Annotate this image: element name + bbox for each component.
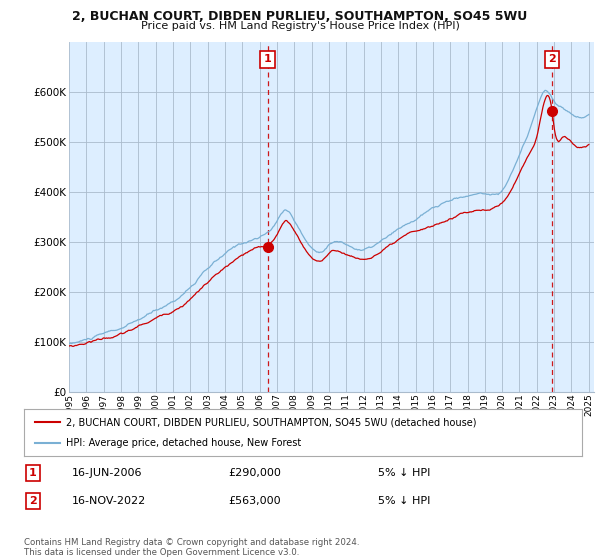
Text: 16-NOV-2022: 16-NOV-2022: [72, 496, 146, 506]
Text: HPI: Average price, detached house, New Forest: HPI: Average price, detached house, New …: [66, 438, 301, 448]
Text: Price paid vs. HM Land Registry's House Price Index (HPI): Price paid vs. HM Land Registry's House …: [140, 21, 460, 31]
Text: Contains HM Land Registry data © Crown copyright and database right 2024.
This d: Contains HM Land Registry data © Crown c…: [24, 538, 359, 557]
Text: £563,000: £563,000: [228, 496, 281, 506]
Text: 16-JUN-2006: 16-JUN-2006: [72, 468, 143, 478]
Text: 2, BUCHAN COURT, DIBDEN PURLIEU, SOUTHAMPTON, SO45 5WU: 2, BUCHAN COURT, DIBDEN PURLIEU, SOUTHAM…: [73, 10, 527, 23]
Text: 5% ↓ HPI: 5% ↓ HPI: [378, 496, 430, 506]
Text: 2: 2: [29, 496, 37, 506]
Text: 1: 1: [29, 468, 37, 478]
Text: 2: 2: [548, 54, 556, 64]
Text: 2, BUCHAN COURT, DIBDEN PURLIEU, SOUTHAMPTON, SO45 5WU (detached house): 2, BUCHAN COURT, DIBDEN PURLIEU, SOUTHAM…: [66, 417, 476, 427]
Text: £290,000: £290,000: [228, 468, 281, 478]
Text: 1: 1: [263, 54, 271, 64]
Text: 5% ↓ HPI: 5% ↓ HPI: [378, 468, 430, 478]
